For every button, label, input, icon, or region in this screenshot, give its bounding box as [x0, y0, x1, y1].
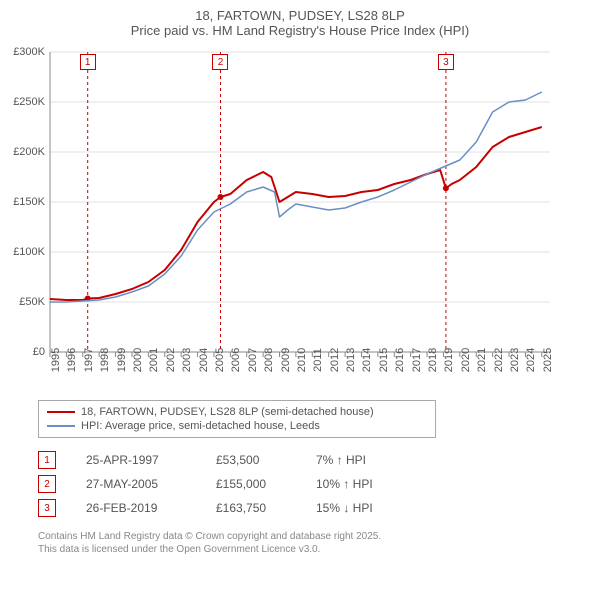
xtick-label: 1995	[50, 348, 62, 372]
sale-price: £163,750	[216, 501, 286, 515]
xtick-label: 2001	[148, 348, 160, 372]
xtick-label: 2006	[230, 348, 242, 372]
legend-swatch	[47, 411, 75, 413]
sale-price: £53,500	[216, 453, 286, 467]
footer-line1: Contains HM Land Registry data © Crown c…	[38, 530, 600, 543]
xtick-label: 1998	[99, 348, 111, 372]
xtick-label: 2008	[263, 348, 275, 372]
sale-date: 27-MAY-2005	[86, 477, 186, 491]
sale-date: 25-APR-1997	[86, 453, 186, 467]
ytick-label: £250K	[13, 96, 45, 108]
xtick-label: 2018	[427, 348, 439, 372]
xtick-label: 2007	[247, 348, 259, 372]
sale-marker: 1	[80, 54, 96, 70]
xtick-label: 2004	[198, 348, 210, 372]
legend-label: HPI: Average price, semi-detached house,…	[81, 420, 320, 432]
ytick-label: £150K	[13, 196, 45, 208]
legend-row: 18, FARTOWN, PUDSEY, LS28 8LP (semi-deta…	[47, 405, 427, 419]
sale-delta: 7% ↑ HPI	[316, 453, 406, 467]
xtick-label: 2023	[509, 348, 521, 372]
xtick-label: 2017	[411, 348, 423, 372]
xtick-label: 1996	[66, 348, 78, 372]
sale-delta: 10% ↑ HPI	[316, 477, 406, 491]
xtick-label: 2009	[280, 348, 292, 372]
footer: Contains HM Land Registry data © Crown c…	[38, 530, 600, 556]
sale-marker: 3	[438, 54, 454, 70]
sales-table: 1 25-APR-1997 £53,500 7% ↑ HPI 2 27-MAY-2005 £…	[38, 448, 600, 520]
xtick-label: 2025	[542, 348, 554, 372]
chart-title: 18, FARTOWN, PUDSEY, LS28 8LP Price paid…	[0, 0, 600, 42]
legend-label: 18, FARTOWN, PUDSEY, LS28 8LP (semi-deta…	[81, 406, 374, 418]
chart-svg	[10, 42, 590, 392]
ytick-label: £0	[33, 346, 45, 358]
sale-row: 2 27-MAY-2005 £155,000 10% ↑ HPI	[38, 472, 600, 496]
legend-swatch	[47, 425, 75, 427]
xtick-label: 1999	[116, 348, 128, 372]
xtick-label: 2012	[329, 348, 341, 372]
sale-badge: 3	[38, 499, 56, 517]
xtick-label: 2022	[493, 348, 505, 372]
ytick-label: £100K	[13, 246, 45, 258]
legend: 18, FARTOWN, PUDSEY, LS28 8LP (semi-deta…	[38, 400, 436, 438]
xtick-label: 2005	[214, 348, 226, 372]
xtick-label: 2014	[361, 348, 373, 372]
sale-marker: 2	[212, 54, 228, 70]
ytick-label: £300K	[13, 46, 45, 58]
xtick-label: 2021	[476, 348, 488, 372]
xtick-label: 2000	[132, 348, 144, 372]
xtick-label: 2016	[394, 348, 406, 372]
legend-row: HPI: Average price, semi-detached house,…	[47, 419, 427, 433]
xtick-label: 2002	[165, 348, 177, 372]
sale-price: £155,000	[216, 477, 286, 491]
xtick-label: 2003	[181, 348, 193, 372]
title-subtitle: Price paid vs. HM Land Registry's House …	[0, 23, 600, 38]
footer-line2: This data is licensed under the Open Gov…	[38, 543, 600, 556]
sale-delta: 15% ↓ HPI	[316, 501, 406, 515]
chart-area: £0 £50K £100K £150K £200K £250K £300K 1995 1996 1…	[10, 42, 590, 392]
xtick-label: 2010	[296, 348, 308, 372]
title-address: 18, FARTOWN, PUDSEY, LS28 8LP	[0, 8, 600, 23]
ytick-label: £200K	[13, 146, 45, 158]
xtick-label: 2019	[443, 348, 455, 372]
xtick-label: 2024	[525, 348, 537, 372]
sale-row: 3 26-FEB-2019 £163,750 15% ↓ HPI	[38, 496, 600, 520]
xtick-label: 2015	[378, 348, 390, 372]
sale-row: 1 25-APR-1997 £53,500 7% ↑ HPI	[38, 448, 600, 472]
sale-badge: 1	[38, 451, 56, 469]
xtick-label: 2020	[460, 348, 472, 372]
sale-badge: 2	[38, 475, 56, 493]
sale-date: 26-FEB-2019	[86, 501, 186, 515]
xtick-label: 2011	[312, 348, 324, 372]
ytick-label: £50K	[19, 296, 45, 308]
xtick-label: 2013	[345, 348, 357, 372]
xtick-label: 1997	[83, 348, 95, 372]
